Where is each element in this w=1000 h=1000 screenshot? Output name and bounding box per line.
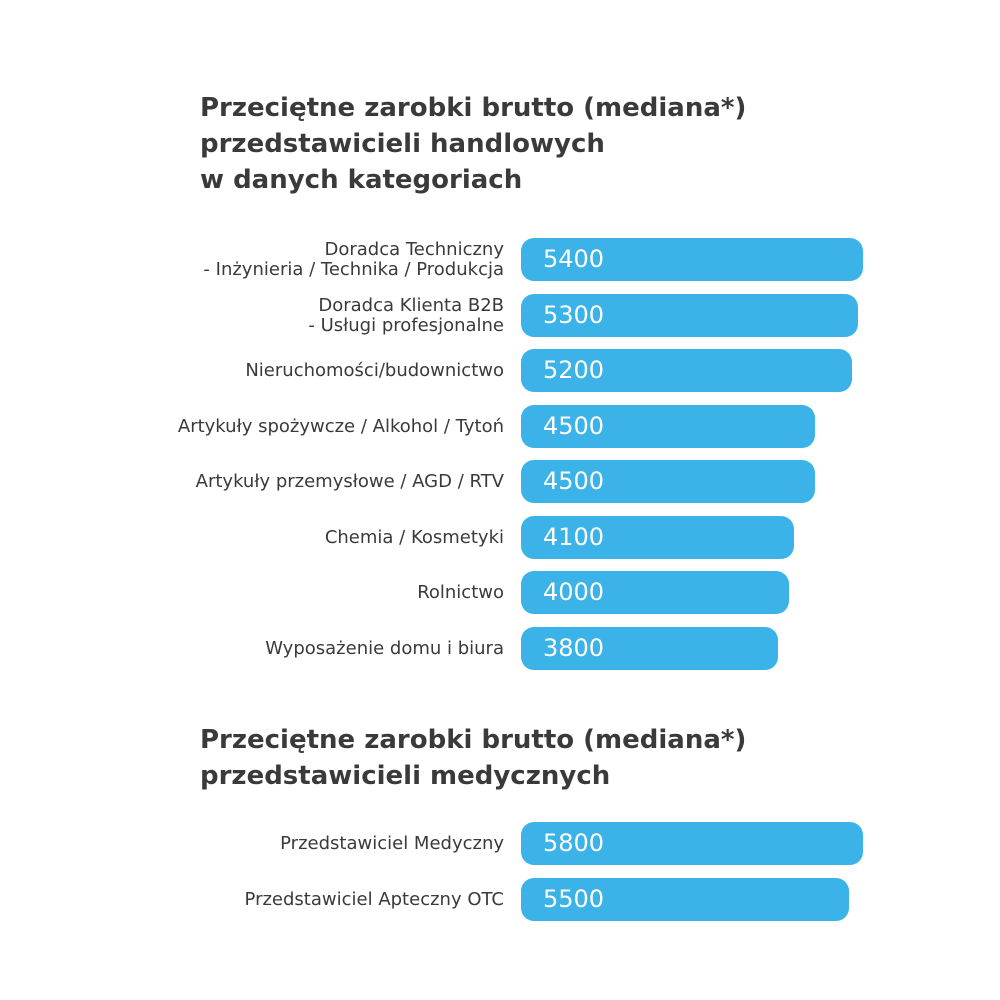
- category-label-line: Artykuły spożywcze / Alkohol / Tytoń: [177, 415, 504, 437]
- category-label-line: Doradca Techniczny: [324, 239, 504, 260]
- sales-bar-row: Nieruchomości/budownictwo 5200: [0, 349, 1000, 393]
- category-label: Artykuły przemysłowe / AGD / RTV: [24, 460, 504, 504]
- category-label-line: - Usługi profesjonalne: [308, 314, 504, 336]
- medical-chart-title: Przeciętne zarobki brutto (mediana*) prze…: [200, 722, 960, 794]
- bar-value-label: 4100: [543, 522, 605, 551]
- bar: 5200: [521, 349, 853, 392]
- bar-value-label: 3800: [543, 633, 605, 662]
- bar: 5300: [521, 293, 858, 337]
- category-label: Chemia / Kosmetyki: [24, 516, 504, 560]
- bar-value-label: 5400: [543, 245, 605, 273]
- category-label-line: Przedstawiciel Medyczny: [280, 833, 504, 854]
- sales-bar-row: Doradca Klienta B2B - Usługi profesjonaln…: [0, 293, 1000, 338]
- medical-chart-title-line: Przeciętne zarobki brutto (mediana*): [200, 725, 747, 755]
- medical-bar-row: Przedstawiciel Apteczny OTC 5500: [0, 877, 1000, 922]
- sales-bar-row: Artykuły przemysłowe / AGD / RTV 4500: [0, 460, 1000, 504]
- bar: 5800: [521, 822, 863, 865]
- sales-bar-row: Wyposażenie domu i biura 3800: [0, 626, 1000, 671]
- sales-chart-title-line: przedstawicieli handlowych: [200, 129, 605, 159]
- sales-bar-row: Rolnictwo 4000: [0, 571, 1000, 615]
- bar: 4500: [521, 404, 816, 448]
- bar: 4000: [521, 571, 789, 614]
- sales-bar-row: Doradca Techniczny - Inżynieria / Technik…: [0, 238, 1000, 282]
- medical-chart-title-line: przedstawicieli medycznych: [200, 761, 611, 791]
- bar-value-label: 4500: [543, 411, 605, 440]
- category-label-line: - Inżynieria / Technika / Produkcja: [203, 259, 504, 280]
- bar-value-label: 5800: [543, 829, 605, 857]
- category-label-line: Artykuły przemysłowe / AGD / RTV: [195, 471, 504, 492]
- category-label: Doradca Techniczny - Inżynieria / Technik…: [24, 238, 504, 282]
- bar: 4500: [521, 460, 816, 503]
- category-label: Rolnictwo: [24, 571, 504, 615]
- medical-bar-row: Przedstawiciel Medyczny 5800: [0, 822, 1000, 866]
- bar-value-label: 5200: [543, 356, 605, 384]
- category-label: Nieruchomości/budownictwo: [24, 349, 504, 393]
- category-label: Doradca Klienta B2B - Usługi profesjonaln…: [24, 294, 504, 338]
- bar: 5500: [521, 877, 850, 921]
- bar-value-label: 4000: [543, 578, 605, 606]
- bar-value-label: 5500: [543, 884, 605, 913]
- sales-chart-title: Przeciętne zarobki brutto (mediana*) prze…: [200, 90, 960, 198]
- bar-value-label: 5300: [543, 300, 605, 329]
- category-label: Artykuły spożywcze / Alkohol / Tytoń: [24, 405, 504, 449]
- category-label-line: Rolnictwo: [417, 582, 504, 603]
- category-label: Wyposażenie domu i biura: [24, 627, 504, 671]
- bar-value-label: 4500: [543, 467, 605, 495]
- category-label: Przedstawiciel Medyczny: [24, 822, 504, 866]
- category-label-line: Doradca Klienta B2B: [318, 294, 504, 316]
- bar: 5400: [521, 238, 863, 281]
- sales-chart-title-line: w danych kategoriach: [200, 165, 523, 195]
- category-label: Przedstawiciel Apteczny OTC: [24, 878, 504, 922]
- bar: 3800: [521, 626, 778, 670]
- sales-bar-row: Chemia / Kosmetyki 4100: [0, 515, 1000, 560]
- sales-bar-row: Artykuły spożywcze / Alkohol / Tytoń 4500: [0, 404, 1000, 449]
- bar: 4100: [521, 515, 794, 559]
- category-label-line: Wyposażenie domu i biura: [265, 637, 504, 659]
- category-label-line: Chemia / Kosmetyki: [324, 526, 504, 548]
- category-label-line: Nieruchomości/budownictwo: [245, 360, 504, 381]
- sales-chart-title-line: Przeciętne zarobki brutto (mediana*): [200, 93, 747, 123]
- category-label-line: Przedstawiciel Apteczny OTC: [244, 888, 504, 910]
